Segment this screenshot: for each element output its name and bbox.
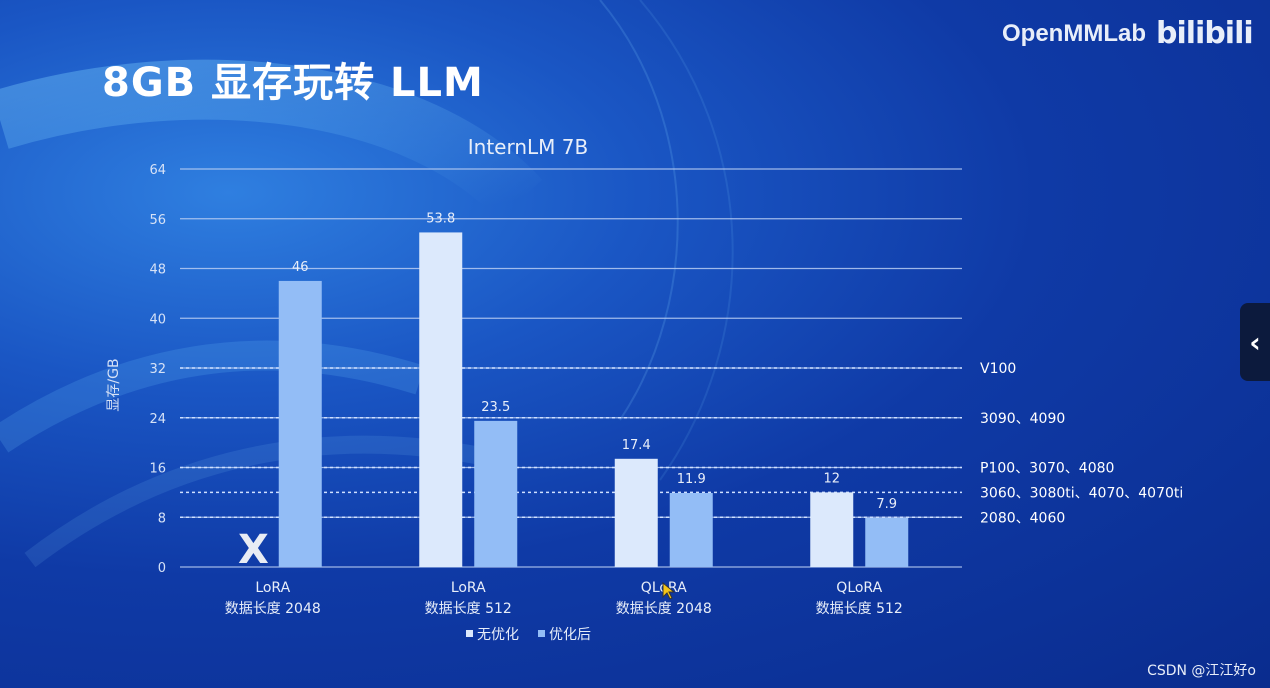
bilibili-logo: bilibili [1156,16,1254,51]
mouse-cursor-icon [662,582,676,600]
y-tick-label: 64 [149,163,166,178]
y-tick-label: 32 [149,362,166,377]
chevron-left-icon: ‹ [1249,325,1261,359]
data-label: 12 [823,471,840,486]
bar [419,232,463,567]
threshold-label: 3060、3080ti、4070、4070ti [980,485,1183,501]
brand: OpenMMLab bilibili [1002,16,1254,51]
x-tick-label: QLoRA [836,580,882,596]
y-tick-label: 8 [158,511,166,526]
threshold-label: 2080、4060 [980,510,1065,526]
y-tick-label: 0 [158,561,166,576]
nav-back-button[interactable]: ‹ [1240,303,1270,381]
bar [614,458,658,567]
data-label: 17.4 [622,438,651,453]
brand-name: OpenMMLab [1002,19,1146,47]
x-tick-label: LoRA [451,580,486,596]
data-label: 11.9 [677,472,706,487]
x-tick-sublabel: 数据长度 2048 [225,601,321,617]
chart-title: InternLM 7B [468,135,588,159]
y-axis-label: 显存/GB [106,358,122,411]
y-tick-label: 56 [149,213,166,228]
x-tick-sublabel: 数据长度 512 [816,601,903,617]
bar [669,492,713,567]
watermark: CSDN @江江好o [1147,663,1256,679]
x-tick-label: LoRA [255,580,290,596]
data-label: 53.8 [426,211,455,226]
data-label: 7.9 [876,497,897,512]
bar [278,280,322,567]
bar [474,420,518,567]
unavailable-mark: X [238,527,269,573]
data-label: 46 [292,260,309,275]
y-tick-label: 24 [149,412,166,427]
threshold-label: P100、3070、4080 [980,461,1114,477]
legend-label: 优化后 [549,627,591,643]
y-tick-label: 48 [149,263,166,278]
slide-title: 8GB 显存玩转 LLM [102,60,484,106]
legend-swatch [538,630,545,637]
legend-label: 无优化 [477,627,519,643]
y-tick-label: 40 [149,312,166,327]
x-tick-sublabel: 数据长度 2048 [616,601,712,617]
threshold-label: 3090、4090 [980,411,1065,427]
y-tick-label: 16 [149,462,166,477]
data-label: 23.5 [481,400,510,415]
x-tick-sublabel: 数据长度 512 [425,601,512,617]
bar [865,517,909,567]
bar [810,492,854,567]
legend-swatch [466,630,473,637]
threshold-label: V100 [980,361,1016,377]
